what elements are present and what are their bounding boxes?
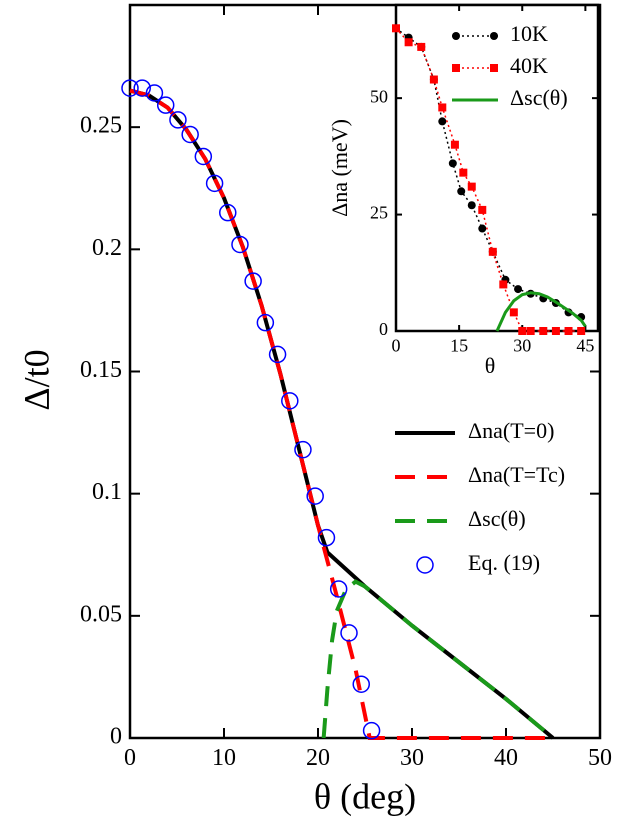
legend-marker (490, 32, 498, 40)
plot-frame (394, 3, 600, 333)
legend-marker (452, 32, 460, 40)
marker (417, 42, 426, 51)
marker (539, 327, 548, 335)
marker (404, 38, 413, 47)
marker (457, 187, 466, 196)
marker (478, 224, 487, 233)
marker (459, 168, 468, 177)
y-tick-label: 0.25 (80, 113, 122, 139)
marker (518, 327, 527, 335)
series-line (321, 579, 555, 740)
marker (219, 203, 237, 222)
y-axis-label: Δ/t0 (16, 349, 56, 410)
marker (438, 117, 447, 126)
x-tick-label: 45 (576, 335, 594, 355)
x-tick-label: 0 (392, 335, 401, 355)
x-tick-label: 30 (400, 745, 424, 771)
y-axis-label: Δna (meV) (327, 119, 352, 217)
marker (499, 280, 508, 289)
x-axis-label: θ (485, 353, 496, 378)
marker (205, 174, 224, 193)
marker (448, 159, 457, 168)
y-tick-label: 25 (370, 203, 388, 223)
marker (488, 247, 497, 256)
marker (467, 182, 476, 191)
marker (509, 308, 518, 317)
marker (564, 327, 573, 335)
y-tick-label: 50 (370, 86, 388, 106)
x-tick-label: 50 (588, 745, 612, 771)
marker (317, 528, 336, 547)
series-line (495, 291, 587, 332)
y-tick-label: 0.15 (80, 357, 122, 383)
y-tick-label: 0.2 (92, 235, 122, 261)
legend-label: Δna(T=Tc) (468, 462, 565, 487)
marker (194, 147, 213, 166)
marker (256, 313, 275, 332)
legend-marker (416, 556, 434, 574)
marker (392, 24, 400, 33)
marker (340, 624, 358, 642)
y-tick-label: 0.1 (92, 479, 122, 505)
series-line (395, 27, 582, 332)
x-tick-label: 30 (513, 335, 531, 355)
marker (450, 140, 459, 149)
legend-marker (452, 64, 460, 72)
x-tick-label: 20 (306, 745, 330, 771)
legend-label: 10K (510, 21, 548, 46)
marker (526, 327, 535, 335)
marker (467, 201, 476, 210)
marker (329, 580, 348, 598)
marker (133, 79, 151, 97)
marker (145, 84, 164, 102)
marker (294, 440, 312, 459)
x-tick-label: 40 (494, 745, 518, 771)
y-tick-label: 0 (110, 724, 122, 750)
y-tick-label: 0 (379, 319, 388, 339)
x-axis-label: θ (deg) (314, 776, 416, 816)
x-tick-label: 0 (124, 745, 136, 771)
legend-label: Δsc(θ) (510, 85, 568, 110)
legend-label: Δna(T=0) (468, 418, 554, 443)
marker (281, 392, 299, 410)
marker (121, 79, 139, 97)
legend-label: Eq. (19) (468, 550, 540, 575)
marker (244, 272, 262, 290)
marker (577, 327, 586, 335)
x-tick-label: 15 (450, 335, 468, 355)
legend-marker (490, 64, 498, 72)
marker (551, 327, 560, 335)
marker (429, 75, 438, 84)
legend-label: Δsc(θ) (468, 506, 526, 531)
y-tick-label: 0.05 (80, 601, 122, 627)
marker (514, 285, 523, 294)
marker (156, 96, 175, 114)
x-tick-label: 10 (212, 745, 236, 771)
marker (306, 487, 324, 505)
marker (438, 103, 447, 112)
marker (352, 675, 370, 693)
marker (169, 111, 187, 129)
legend-label: 40K (510, 53, 548, 78)
marker (181, 125, 199, 144)
marker (268, 345, 287, 364)
marker (362, 721, 381, 740)
marker (231, 235, 249, 254)
marker (478, 205, 487, 214)
